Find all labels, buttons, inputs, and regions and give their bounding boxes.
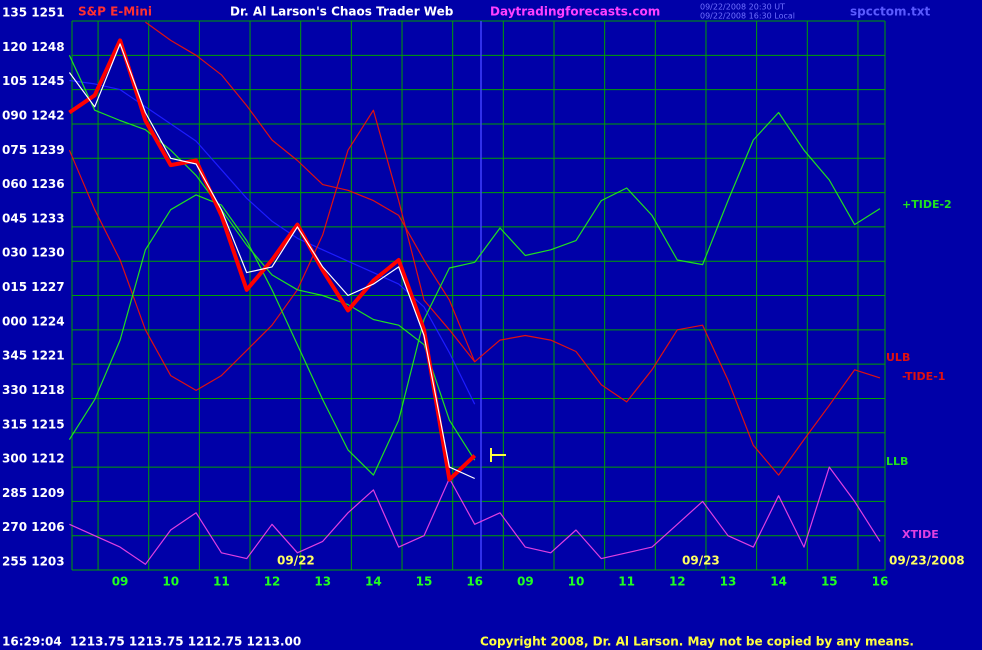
x-tick-label: 16 [872, 575, 889, 589]
x-tick-label: 09 [517, 575, 534, 589]
x-tick-label: 11 [213, 575, 230, 589]
x-tick-label: 16 [466, 575, 483, 589]
series-label: +TIDE-2 [902, 198, 952, 211]
series-label: ULB [886, 351, 910, 364]
date-label: 09/23/2008 [889, 554, 965, 568]
series-label: -TIDE-1 [902, 370, 945, 383]
y-tick-label: 075 1239 [2, 143, 65, 157]
x-tick-label: 13 [314, 575, 331, 589]
y-tick-label: 120 1248 [2, 40, 65, 54]
price-marker [490, 448, 506, 462]
date-label: 09/23 [682, 554, 720, 568]
y-tick-label: 045 1233 [2, 211, 65, 225]
x-tick-label: 12 [264, 575, 281, 589]
y-tick-label: 270 1206 [2, 520, 65, 534]
timestamp: 09/22/2008 20:30 UT [700, 3, 785, 12]
y-tick-label: 300 1212 [2, 452, 65, 466]
y-tick-label: 015 1227 [2, 280, 65, 294]
series-line [68, 38, 477, 482]
y-tick-label: 330 1218 [2, 383, 65, 397]
date-label: 09/22 [277, 554, 315, 568]
y-tick-label: 060 1236 [2, 177, 65, 191]
symbol: S&P E-Mini [78, 5, 152, 19]
x-tick-label: 15 [821, 575, 838, 589]
series-line [68, 55, 476, 461]
filename: spcctom.txt [850, 5, 930, 19]
y-tick-label: 090 1242 [2, 108, 65, 122]
series-line [145, 21, 476, 363]
plot-area: 135 1251 120 1248 105 1245 090 1242 075 1239… [2, 6, 965, 589]
x-tick-label: 12 [669, 575, 686, 589]
x-tick-label: 11 [618, 575, 635, 589]
x-tick-label: 15 [416, 575, 433, 589]
series-line [68, 109, 881, 476]
x-tick-label: 10 [568, 575, 585, 589]
series-line [68, 43, 475, 480]
y-tick-label: 105 1245 [2, 74, 65, 88]
y-tick-label: 000 1224 [2, 314, 65, 328]
x-tick-label: 14 [770, 575, 787, 589]
status-line: 16:29:04 1213.75 1213.75 1212.75 1213.00 [2, 635, 301, 649]
series-line [68, 111, 881, 476]
x-tick-label: 09 [112, 575, 129, 589]
website: Daytradingforecasts.com [490, 5, 660, 19]
x-tick-label: 14 [365, 575, 382, 589]
y-tick-label: 030 1230 [2, 246, 65, 260]
copyright: Copyright 2008, Dr. Al Larson. May not b… [480, 635, 914, 649]
x-tick-label: 10 [162, 575, 179, 589]
y-tick-label: 135 1251 [2, 6, 65, 20]
x-tick-label: 13 [720, 575, 737, 589]
y-tick-label: 315 1215 [2, 417, 65, 431]
series-line [69, 466, 881, 565]
timestamp: 09/22/2008 16:30 Local [700, 12, 795, 21]
y-tick-label: 345 1221 [2, 349, 65, 363]
y-tick-label: 255 1203 [2, 555, 65, 569]
chart-title: Dr. Al Larson's Chaos Trader Web [230, 5, 454, 19]
series-label: XTIDE [902, 528, 939, 541]
series-line [69, 79, 476, 405]
y-tick-label: 285 1209 [2, 486, 65, 500]
series-label: LLB [886, 455, 908, 468]
